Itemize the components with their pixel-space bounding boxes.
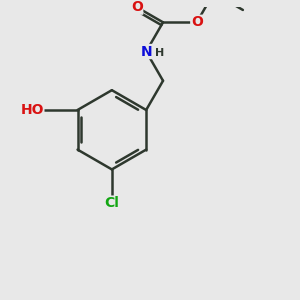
Text: H: H — [155, 48, 164, 58]
Text: O: O — [131, 0, 143, 14]
Text: Cl: Cl — [104, 196, 119, 210]
Text: N: N — [140, 44, 152, 58]
Text: HO: HO — [20, 103, 44, 117]
Text: O: O — [191, 15, 203, 29]
